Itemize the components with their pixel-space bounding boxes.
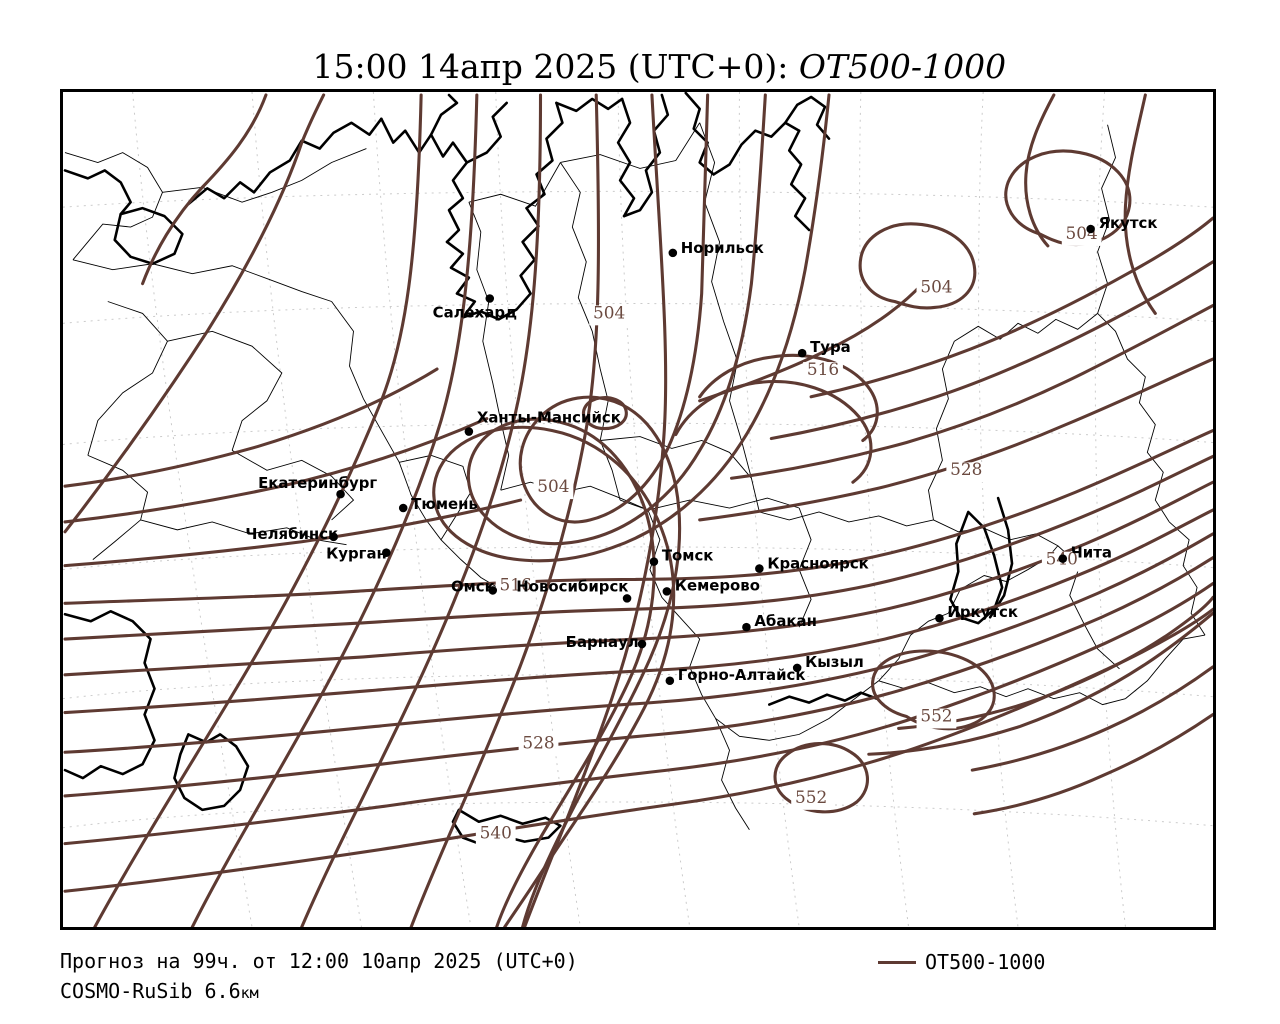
- model-unit: км: [240, 984, 259, 1002]
- city-label: Новосибирск: [516, 577, 628, 595]
- contour-lines: [63, 93, 1213, 927]
- forecast-info: Прогноз на 99ч. от 12:00 10апр 2025 (UTC…: [60, 949, 578, 973]
- city-dot: [662, 587, 672, 596]
- city-dot: [797, 348, 807, 358]
- city-dot: [935, 613, 944, 623]
- city-markers: Норильск Салехард Якутск Тура Ханты-Мансийск…: [245, 214, 1158, 686]
- contour-label-halo: [803, 362, 843, 382]
- city-label: Челябинск: [245, 525, 338, 543]
- contour-label-halo: [475, 825, 516, 846]
- contour-label-halo: [495, 577, 536, 598]
- legend: ОТ500-1000: [878, 950, 1045, 974]
- city-label: Чита: [1071, 544, 1112, 562]
- city-label: Абакан: [754, 612, 816, 630]
- legend-label: ОТ500-1000: [925, 950, 1046, 974]
- city-label: Красноярск: [767, 555, 868, 573]
- city-dot: [1086, 224, 1095, 234]
- city-dot: [1058, 554, 1068, 563]
- city-dot: [755, 564, 764, 573]
- city-label: Тура: [810, 338, 851, 356]
- city-dot: [792, 663, 802, 673]
- contour-label: 552: [795, 787, 827, 807]
- city-dot: [742, 622, 751, 632]
- city-dot: [488, 586, 498, 595]
- city-label: Томск: [662, 547, 714, 565]
- contour-label-halo: [946, 462, 987, 483]
- map-svg: 504504504504516516528528540540552552 Нор…: [63, 92, 1213, 927]
- city-dot: [637, 639, 647, 649]
- city-label: Кызыл: [805, 653, 864, 671]
- city-label: Салехард: [433, 303, 517, 321]
- contour-label-halo: [518, 735, 559, 756]
- city-label: Норильск: [681, 239, 764, 257]
- contour-label: 516: [807, 359, 839, 379]
- contour-label-halo: [589, 305, 630, 326]
- city-dot: [668, 248, 678, 258]
- legend-line-swatch: [878, 960, 916, 964]
- page-title: 15:00 14апр 2025 (UTC+0): ОТ500-1000: [0, 28, 1280, 105]
- city-label: Ханты-Мансийск: [477, 409, 621, 427]
- contour-label: 504: [593, 302, 625, 322]
- city-dot: [665, 676, 675, 686]
- city-label: Якутск: [1099, 214, 1158, 232]
- coastlines: [63, 92, 1014, 845]
- contour-label-halo: [533, 479, 574, 500]
- contour-label-halo: [916, 708, 957, 729]
- city-label: Барнаул: [566, 633, 639, 651]
- city-dot: [398, 503, 408, 513]
- city-label: Екатеринбург: [258, 474, 377, 492]
- city-dot: [649, 557, 659, 566]
- contour-label: 552: [920, 705, 952, 725]
- contour-label: 528: [522, 732, 554, 752]
- contour-label: 516: [500, 574, 532, 594]
- city-dot: [336, 489, 345, 499]
- city-dot: [622, 594, 632, 603]
- city-dot: [329, 532, 338, 542]
- contour-label: 504: [920, 277, 952, 297]
- model-name: COSMO-RuSib 6.6: [60, 979, 241, 1003]
- title-parameter: ОТ500-1000: [798, 47, 1007, 86]
- title-datetime: 15:00 14апр 2025 (UTC+0):: [312, 47, 799, 86]
- contour-label-halo: [791, 789, 831, 810]
- city-label: Горно-Алтайск: [678, 666, 806, 684]
- city-label: Омск: [451, 577, 495, 595]
- city-label: Иркутск: [947, 603, 1018, 621]
- contour-label: 540: [480, 823, 512, 843]
- contour-label: 528: [950, 459, 982, 479]
- city-label: Кемерово: [675, 576, 760, 594]
- model-info: COSMO-RuSib 6.6км: [60, 976, 1220, 1008]
- contour-label-halo: [916, 279, 957, 300]
- graticule-grid: [63, 92, 1213, 927]
- footer: Прогноз на 99ч. от 12:00 10апр 2025 (UTC…: [60, 946, 1220, 1016]
- city-label: Тюмень: [411, 495, 478, 513]
- map-canvas[interactable]: 504504504504516516528528540540552552 Нор…: [60, 89, 1216, 930]
- city-label: Курган: [326, 545, 387, 563]
- city-dot: [485, 294, 495, 303]
- city-dot: [464, 427, 474, 436]
- contour-label: 504: [537, 476, 569, 496]
- city-dot: [382, 548, 391, 557]
